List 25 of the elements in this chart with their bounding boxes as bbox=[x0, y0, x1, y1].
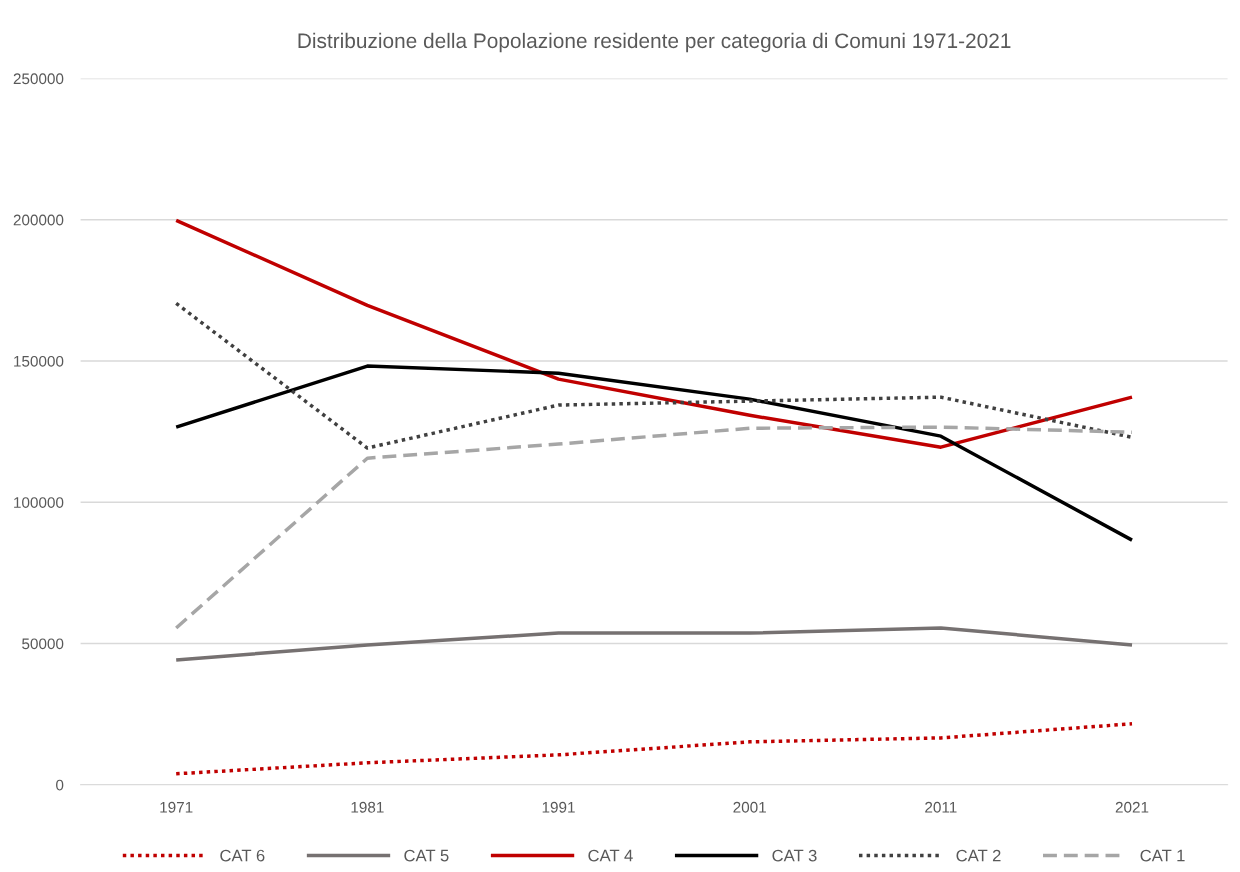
legend-label: CAT 1 bbox=[1140, 849, 1185, 862]
legend-label: CAT 3 bbox=[772, 849, 817, 862]
y-tick-label: 0 bbox=[56, 779, 64, 791]
legend-label: CAT 2 bbox=[956, 849, 1001, 862]
x-tick-label: 2011 bbox=[925, 801, 957, 813]
x-tick-label: 2001 bbox=[733, 801, 766, 813]
line-series bbox=[174, 218, 1134, 449]
x-tick-label: 2021 bbox=[1115, 801, 1149, 813]
y-tick-label: 100000 bbox=[14, 497, 64, 508]
x-tick-label: 1971 bbox=[160, 801, 193, 813]
x-tick-label: 1991 bbox=[542, 801, 575, 813]
y-tick-label: 150000 bbox=[14, 355, 64, 367]
line-series bbox=[174, 301, 1134, 450]
legend-label: CAT 6 bbox=[220, 849, 265, 862]
chart-title: Distribuzione della Popolazione residente per categoria di Comuni 1971-2021 bbox=[298, 32, 1011, 53]
line-series bbox=[174, 626, 1134, 662]
y-tick-label: 200000 bbox=[13, 214, 64, 226]
legend-label: CAT 4 bbox=[588, 849, 633, 862]
line-series bbox=[174, 425, 1134, 630]
x-tick-label: 1981 bbox=[351, 801, 384, 813]
line-series bbox=[174, 364, 1134, 542]
line-series bbox=[174, 722, 1134, 776]
legend-label: CAT 5 bbox=[404, 849, 449, 862]
y-tick-label: 250000 bbox=[13, 73, 64, 85]
y-tick-label: 50000 bbox=[22, 638, 64, 650]
